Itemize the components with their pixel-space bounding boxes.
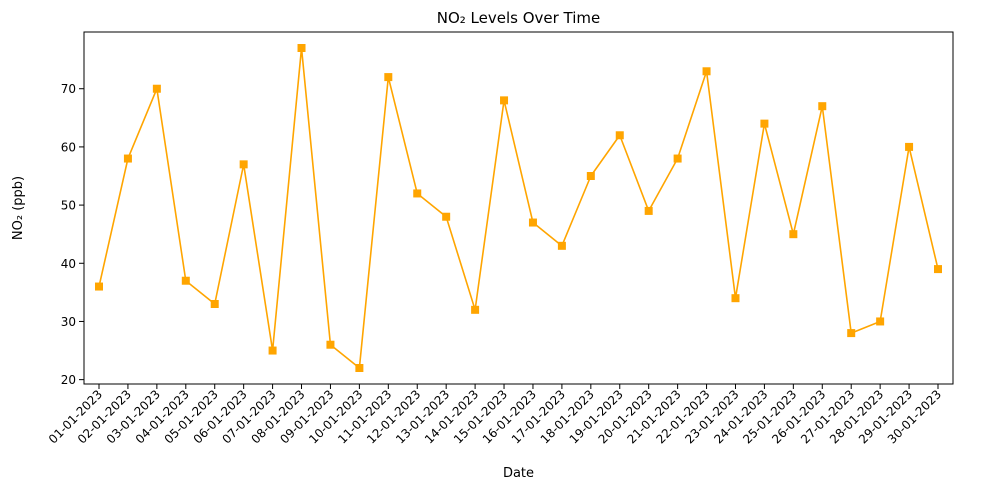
data-point-marker [818, 102, 827, 111]
y-tick-label: 30 [61, 315, 76, 329]
data-point-marker [210, 300, 219, 308]
data-point-marker [557, 241, 566, 250]
data-point-marker [500, 96, 509, 105]
data-point-marker [847, 329, 856, 338]
data-point-marker [528, 218, 537, 227]
series-group [95, 44, 942, 372]
data-point-marker [95, 282, 103, 291]
data-point-marker [789, 230, 798, 239]
data-point-marker [413, 189, 422, 198]
data-point-marker [644, 206, 653, 215]
chart-title: NO₂ Levels Over Time [437, 9, 601, 27]
y-tick-label: 70 [61, 82, 76, 96]
data-point-marker [297, 44, 306, 52]
series-line [98, 47, 939, 369]
x-axis-ticks: 01-01-202302-01-202303-01-202304-01-2023… [46, 384, 944, 446]
y-tick-label: 60 [61, 140, 76, 154]
data-point-marker [239, 160, 248, 169]
x-axis-label: Date [503, 466, 534, 481]
data-point-marker [934, 265, 942, 274]
data-point-marker [702, 67, 711, 76]
data-point-marker [442, 212, 451, 221]
data-point-marker [326, 340, 335, 349]
y-tick-label: 50 [61, 199, 76, 213]
data-point-marker [123, 154, 132, 163]
y-tick-label: 40 [61, 257, 76, 271]
data-point-marker [355, 364, 364, 372]
data-point-marker [760, 119, 769, 128]
y-tick-label: 20 [61, 373, 76, 387]
data-point-marker [586, 172, 595, 180]
data-point-marker [471, 305, 480, 314]
data-point-marker [181, 276, 190, 285]
y-axis-label: NO₂ (ppb) [11, 176, 26, 240]
data-point-marker [876, 317, 885, 326]
data-point-marker [268, 346, 277, 355]
plot-area-frame [83, 31, 954, 385]
data-point-marker [152, 84, 161, 93]
data-point-marker [615, 131, 624, 140]
data-point-marker [673, 154, 682, 163]
data-point-marker [731, 294, 740, 303]
data-point-marker [905, 142, 914, 151]
data-point-marker [384, 73, 393, 82]
y-axis-ticks: 20 30 40 50 60 70 [61, 82, 84, 387]
